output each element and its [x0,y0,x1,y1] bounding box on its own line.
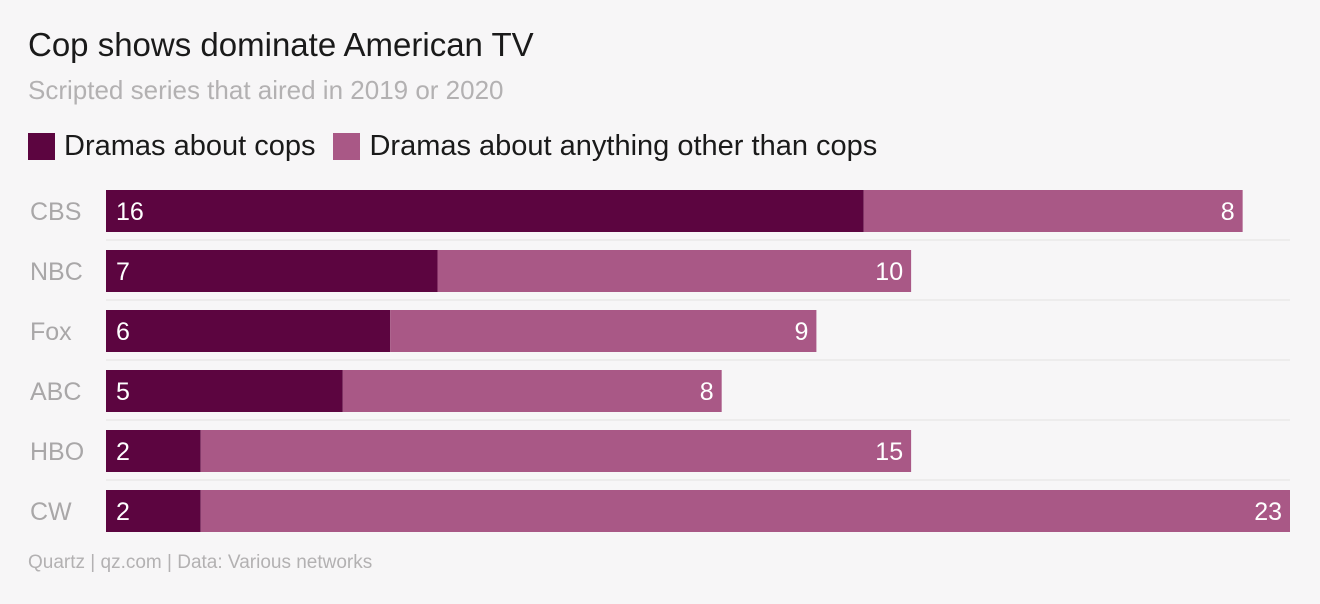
legend-label-cops: Dramas about cops [64,130,316,162]
legend-swatch-cops [28,133,55,160]
data-label-cw-series-2: 23 [1254,498,1282,526]
legend-item-other: Dramas about anything other than cops [333,130,877,163]
category-label-nbc: NBC [30,258,83,286]
category-label-hbo: HBO [30,438,84,466]
data-label-hbo-series-2: 15 [875,438,903,466]
bar-nbc-series-1 [106,250,438,292]
data-label-abc-series-2: 8 [700,378,714,406]
data-label-nbc-series-2: 10 [875,258,903,286]
legend-label-other: Dramas about anything other than cops [369,130,878,162]
data-label-abc-series-1: 5 [116,378,130,406]
source-footer: Quartz | qz.com | Data: Various networks [28,552,373,573]
category-label-cbs: CBS [30,198,81,226]
data-label-cbs-series-1: 16 [116,198,144,226]
bar-fox-series-2 [390,310,817,352]
bar-chart: CBS 16 8 NBC 7 10 Fox 6 9 ABC 5 8 HBO 2 15 CW 2 23 [30,190,1291,532]
chart-title: Cop shows dominate American TV [28,26,534,63]
bar-cw-series-2 [200,490,1291,532]
bar-hbo-series-2 [200,430,912,472]
category-label-abc: ABC [30,378,81,406]
bar-hbo-series-1 [106,430,201,472]
bar-abc-series-1 [106,370,343,412]
bar-cw-series-1 [106,490,201,532]
legend-swatch-other [333,133,361,160]
bar-fox-series-1 [106,310,391,352]
data-label-nbc-series-1: 7 [116,258,130,286]
category-label-fox: Fox [30,318,72,346]
bar-cbs-series-2 [863,190,1243,232]
bar-cbs-series-1 [106,190,864,232]
data-label-fox-series-1: 6 [116,318,130,346]
data-label-hbo-series-1: 2 [116,438,130,466]
category-label-cw: CW [30,498,72,526]
legend: Dramas about cops Dramas about anything … [28,130,895,163]
data-label-fox-series-2: 9 [794,318,808,346]
data-label-cw-series-1: 2 [116,498,130,526]
legend-item-cops: Dramas about cops [28,130,315,163]
bar-abc-series-2 [342,370,722,412]
bar-nbc-series-2 [437,250,912,292]
chart-subtitle: Scripted series that aired in 2019 or 20… [28,75,504,105]
data-label-cbs-series-2: 8 [1221,198,1235,226]
